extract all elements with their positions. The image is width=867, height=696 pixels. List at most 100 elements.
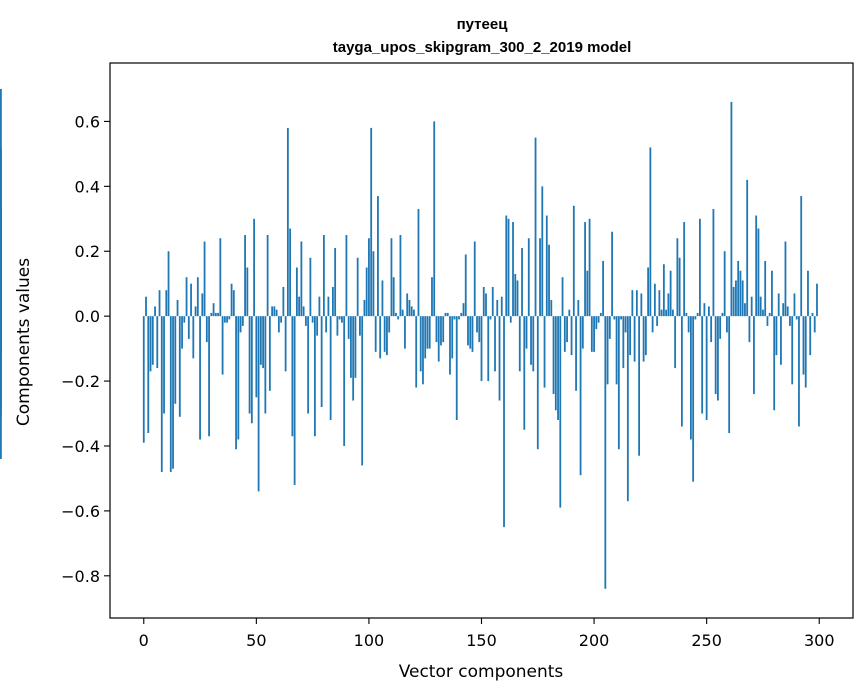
bar-48	[250, 316, 253, 424]
bar-276	[764, 260, 767, 317]
bar-148	[476, 316, 478, 333]
bar-53	[262, 316, 264, 369]
bar-42	[237, 316, 240, 440]
bar-37	[226, 316, 228, 323]
bar-136	[449, 316, 451, 375]
bar-18	[183, 316, 186, 323]
bar-192	[575, 316, 577, 391]
bar-249	[703, 303, 706, 317]
bar-247	[699, 218, 701, 317]
bar-163	[509, 316, 512, 323]
bar-159	[500, 296, 503, 317]
bar-1	[145, 296, 147, 317]
chart-subtitle: tayga_upos_skipgram_300_2_2019 model	[333, 39, 632, 56]
bar-248	[701, 316, 704, 414]
bar-102	[372, 251, 375, 317]
bar-297	[811, 312, 814, 317]
bar-169	[523, 316, 526, 430]
y-tick-label-3: −0.2	[61, 372, 100, 391]
bar-216	[629, 316, 631, 356]
bar-117	[406, 293, 409, 317]
bar-299	[816, 283, 818, 317]
bar-91	[347, 316, 350, 339]
bar-280	[773, 316, 776, 411]
bar-51	[257, 316, 260, 492]
bar-121	[415, 316, 418, 388]
bar-234	[669, 270, 672, 317]
bar-145	[469, 316, 472, 349]
bar-32	[214, 312, 217, 317]
bar-209	[613, 316, 616, 320]
bar-127	[428, 316, 431, 349]
bar-222	[642, 316, 645, 362]
bar-264	[737, 260, 740, 317]
bar-219	[635, 290, 638, 317]
bar-242	[687, 316, 690, 333]
bar-231	[662, 264, 665, 317]
bar-268	[746, 179, 749, 317]
bar-211	[617, 316, 620, 450]
bar-261	[730, 101, 733, 317]
bar-201	[595, 316, 598, 330]
bar-177	[541, 186, 544, 317]
bar-246	[696, 312, 699, 317]
bar-256	[719, 316, 722, 339]
bar-14	[174, 316, 177, 404]
bar-10	[165, 290, 168, 317]
bar-154	[489, 316, 492, 320]
bar-98	[363, 299, 366, 317]
bar-108	[386, 316, 388, 356]
bar-50	[255, 316, 258, 398]
bar-281	[775, 316, 778, 356]
bar-64	[286, 127, 289, 317]
bar-39	[230, 283, 233, 317]
bar-13	[172, 316, 174, 469]
bar-3	[149, 316, 152, 372]
bar-8	[160, 316, 163, 472]
bar-181	[550, 299, 553, 317]
bar-74	[309, 257, 312, 317]
bar-245	[694, 316, 697, 320]
bar-72	[304, 316, 307, 326]
bar-151	[482, 286, 485, 317]
bar-123	[419, 316, 422, 372]
bar-146	[471, 316, 474, 352]
bar-undefined	[0, 205, 2, 317]
bar-267	[744, 303, 746, 317]
bar-95	[356, 257, 359, 317]
bar-92	[350, 316, 352, 378]
bar-171	[527, 238, 530, 317]
bar-29	[208, 316, 210, 437]
bar-167	[518, 316, 521, 372]
bar-68	[295, 267, 298, 317]
bar-283	[780, 316, 782, 365]
bar-191	[572, 205, 575, 317]
bar-265	[739, 270, 742, 317]
bar-278	[768, 312, 771, 317]
bar-220	[638, 316, 641, 456]
bar-206	[606, 316, 609, 385]
bar-110	[390, 238, 393, 317]
bar-168	[521, 248, 523, 317]
bar-184	[557, 316, 559, 421]
bar-204	[602, 260, 604, 317]
bar-97	[361, 316, 364, 466]
bar-289	[793, 293, 796, 317]
bar-57	[271, 306, 274, 317]
bar-58	[273, 306, 276, 317]
bars-group	[0, 88, 818, 589]
bar-173	[532, 316, 535, 372]
bar-52	[259, 316, 262, 365]
bar-156	[494, 316, 496, 372]
y-tick-label-1: −0.6	[61, 502, 100, 521]
y-tick-label-0: −0.8	[61, 567, 100, 586]
bar-46	[246, 267, 249, 317]
bar-76	[313, 316, 316, 437]
bar-100	[368, 238, 370, 317]
bar-9	[163, 316, 165, 414]
bar-101	[370, 127, 373, 317]
x-tick-label-150: 150	[466, 631, 497, 650]
bar-135	[446, 312, 449, 317]
bar-162	[507, 218, 510, 317]
x-tick-label-250: 250	[691, 631, 722, 650]
